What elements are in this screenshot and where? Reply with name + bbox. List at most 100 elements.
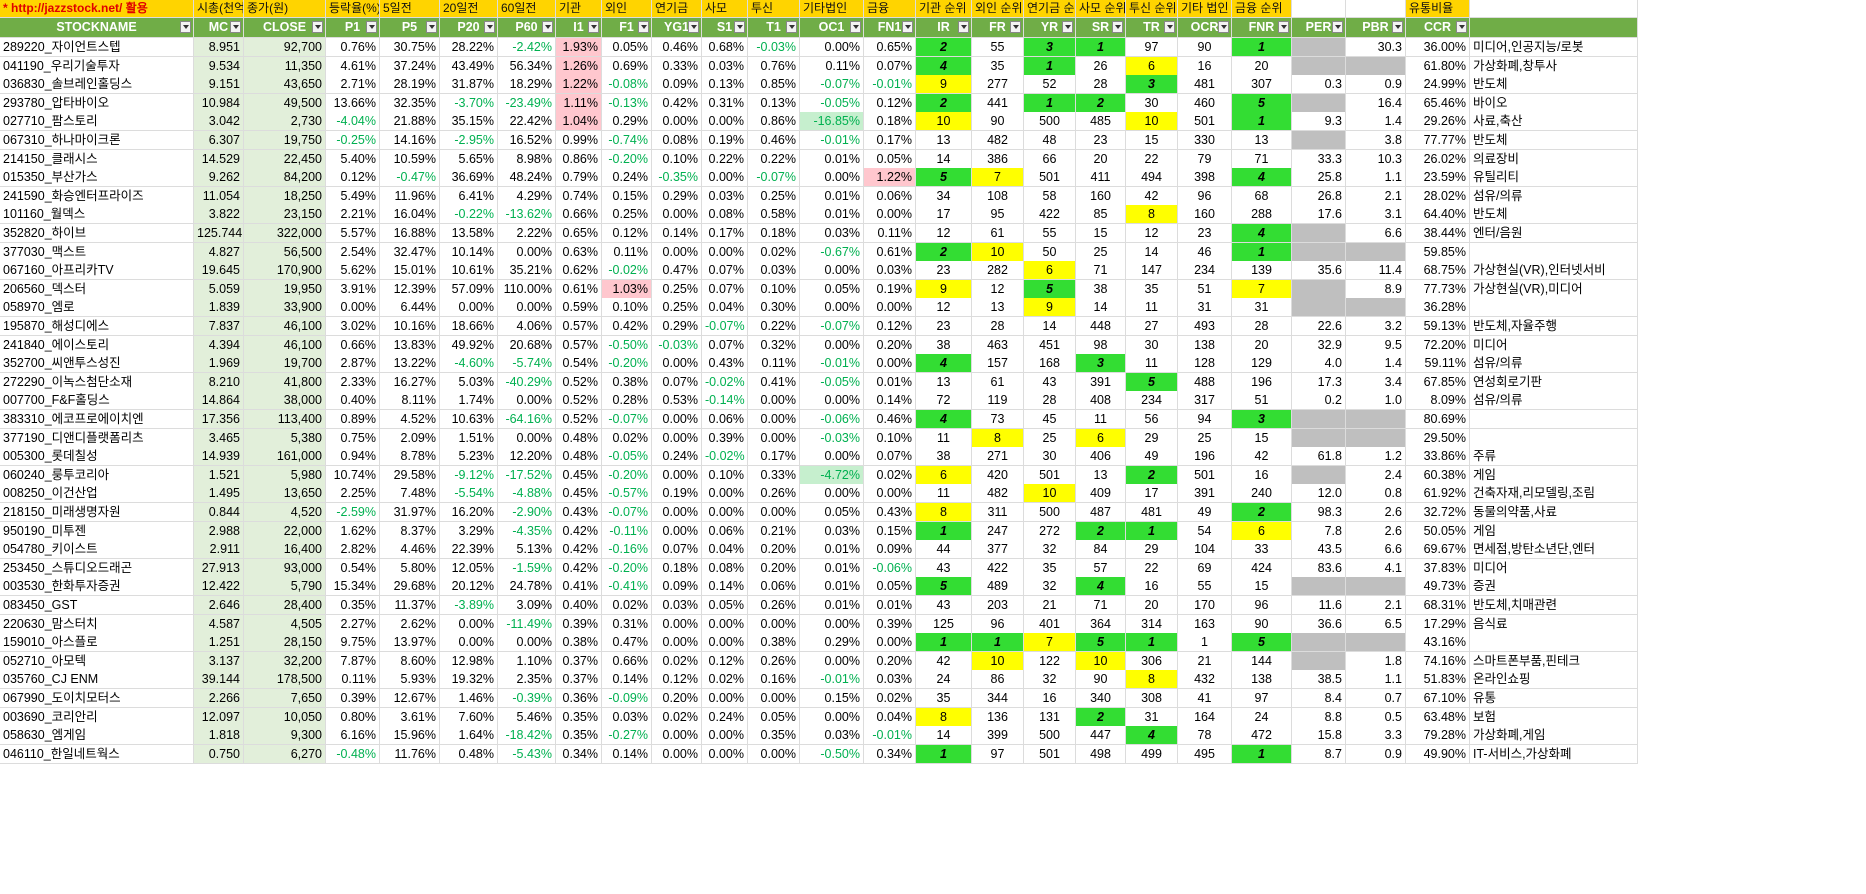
table-row[interactable]: 003690_코리안리 12.097 10,050 0.80% 3.61% 7.60% 5.… <box>0 707 1638 727</box>
cell-ir[interactable]: 1 <box>916 744 972 764</box>
cell-ir[interactable]: 4 <box>916 56 972 76</box>
table-row[interactable]: 054780_키이스트 2.911 16,400 2.82% 4.46% 22.39% 5.… <box>0 540 1638 560</box>
cell-ccr[interactable]: 49.73% <box>1406 577 1470 597</box>
cell-fr[interactable]: 7 <box>972 168 1024 188</box>
cell-sr[interactable]: 409 <box>1076 484 1126 504</box>
cell-tr[interactable]: 4 <box>1126 726 1178 746</box>
cell-ocr[interactable]: 51 <box>1178 279 1232 299</box>
cell-sr[interactable]: 38 <box>1076 279 1126 299</box>
cell-i1[interactable]: 0.38% <box>556 633 602 653</box>
cell-p5[interactable]: 16.04% <box>380 205 440 225</box>
cell-ir[interactable]: 35 <box>916 689 972 708</box>
cell-f1[interactable]: 0.11% <box>602 242 652 262</box>
cell-per[interactable]: 32.9 <box>1292 335 1346 355</box>
cell-oc1[interactable]: -0.06% <box>800 410 864 429</box>
cell-yr[interactable]: 35 <box>1024 558 1076 578</box>
cell-ocr[interactable]: 31 <box>1178 298 1232 318</box>
cell-sr[interactable]: 408 <box>1076 391 1126 411</box>
stock-name-cell[interactable]: 377190_디앤디플랫폼리츠 <box>0 428 194 448</box>
cell-mc[interactable]: 7.837 <box>194 317 244 336</box>
cell-pbr[interactable]: 1.0 <box>1346 391 1406 411</box>
cell-i1[interactable]: 0.45% <box>556 484 602 504</box>
cell-ir[interactable]: 13 <box>916 372 972 392</box>
cell-yg1[interactable]: 0.46% <box>652 38 702 57</box>
cell-fnr[interactable]: 71 <box>1232 149 1292 169</box>
table-row[interactable]: 101160_월덱스 3.822 23,150 2.21% 16.04% -0.22% -1… <box>0 205 1638 225</box>
cell-fr[interactable]: 10 <box>972 651 1024 671</box>
cell-yr[interactable]: 16 <box>1024 689 1076 708</box>
cell-oc1[interactable]: -0.03% <box>800 428 864 448</box>
cell-p60[interactable]: -4.88% <box>498 484 556 504</box>
table-row[interactable]: 352820_하이브 125.744 322,000 5.57% 16.88% 13.58… <box>0 224 1638 243</box>
cell-sector[interactable]: 반도체,자율주행 <box>1470 317 1638 336</box>
cell-f1[interactable]: -0.13% <box>602 93 652 113</box>
cell-yr[interactable]: 14 <box>1024 317 1076 336</box>
cell-fr[interactable]: 157 <box>972 354 1024 374</box>
cell-p60[interactable]: -5.74% <box>498 354 556 374</box>
cell-close[interactable]: 18,250 <box>244 186 326 206</box>
stock-name-cell[interactable]: 352700_씨앤투스성진 <box>0 354 194 374</box>
cell-yg1[interactable]: 0.00% <box>652 242 702 262</box>
cell-pbr[interactable] <box>1346 410 1406 429</box>
cell-close[interactable]: 49,500 <box>244 93 326 113</box>
filter-dropdown-icon[interactable] <box>850 21 861 33</box>
cell-s1[interactable]: -0.07% <box>702 317 748 336</box>
cell-sector[interactable]: 유틸리티 <box>1470 168 1638 188</box>
cell-fnr[interactable]: 240 <box>1232 484 1292 504</box>
cell-pbr[interactable]: 11.4 <box>1346 261 1406 281</box>
cell-t1[interactable]: 0.05% <box>748 707 800 727</box>
cell-yr[interactable]: 28 <box>1024 391 1076 411</box>
cell-pbr[interactable]: 0.9 <box>1346 75 1406 95</box>
cell-pbr[interactable]: 6.5 <box>1346 614 1406 634</box>
cell-oc1[interactable]: 0.00% <box>800 168 864 188</box>
cell-yg1[interactable]: 0.00% <box>652 354 702 374</box>
cell-s1[interactable]: 0.43% <box>702 354 748 374</box>
cell-fn1[interactable]: 0.04% <box>864 707 916 727</box>
cell-mc[interactable]: 1.969 <box>194 354 244 374</box>
cell-p20[interactable]: 1.64% <box>440 726 498 746</box>
cell-yr[interactable]: 5 <box>1024 279 1076 299</box>
cell-fr[interactable]: 90 <box>972 112 1024 132</box>
cell-tr[interactable]: 22 <box>1126 558 1178 578</box>
cell-sector[interactable]: 섬유/의류 <box>1470 186 1638 206</box>
cell-yr[interactable]: 272 <box>1024 521 1076 541</box>
cell-p1[interactable]: 5.57% <box>326 224 380 243</box>
cell-t1[interactable]: 0.32% <box>748 335 800 355</box>
cell-per[interactable]: 0.3 <box>1292 75 1346 95</box>
cell-mc[interactable]: 9.151 <box>194 75 244 95</box>
cell-s1[interactable]: 0.08% <box>702 205 748 225</box>
cell-sr[interactable]: 2 <box>1076 521 1126 541</box>
cell-oc1[interactable]: 0.03% <box>800 521 864 541</box>
cell-fnr[interactable]: 7 <box>1232 279 1292 299</box>
table-row[interactable]: 067160_아프리카TV 19.645 170,900 5.62% 15.01% 10.… <box>0 261 1638 281</box>
cell-mc[interactable]: 9.262 <box>194 168 244 188</box>
cell-ccr[interactable]: 65.46% <box>1406 93 1470 113</box>
cell-p1[interactable]: 2.25% <box>326 484 380 504</box>
cell-mc[interactable]: 9.534 <box>194 56 244 76</box>
cell-s1[interactable]: 0.00% <box>702 242 748 262</box>
cell-yr[interactable]: 52 <box>1024 75 1076 95</box>
cell-ocr[interactable]: 49 <box>1178 503 1232 522</box>
cell-per[interactable]: 12.0 <box>1292 484 1346 504</box>
cell-s1[interactable]: 0.04% <box>702 540 748 560</box>
cell-oc1[interactable]: -0.07% <box>800 75 864 95</box>
cell-tr[interactable]: 499 <box>1126 744 1178 764</box>
cell-i1[interactable]: 0.42% <box>556 521 602 541</box>
cell-fn1[interactable]: -0.06% <box>864 558 916 578</box>
cell-ccr[interactable]: 36.28% <box>1406 298 1470 318</box>
cell-yg1[interactable]: 0.33% <box>652 56 702 76</box>
cell-s1[interactable]: 0.03% <box>702 56 748 76</box>
cell-sector[interactable]: 온라인쇼핑 <box>1470 670 1638 690</box>
cell-ocr[interactable]: 46 <box>1178 242 1232 262</box>
stock-name-cell[interactable]: 036830_솔브레인홀딩스 <box>0 75 194 95</box>
cell-tr[interactable]: 308 <box>1126 689 1178 708</box>
cell-ccr[interactable]: 61.92% <box>1406 484 1470 504</box>
cell-fr[interactable]: 96 <box>972 614 1024 634</box>
cell-ir[interactable]: 72 <box>916 391 972 411</box>
cell-i1[interactable]: 0.35% <box>556 726 602 746</box>
cell-t1[interactable]: 0.11% <box>748 354 800 374</box>
table-row[interactable]: 036830_솔브레인홀딩스 9.151 43,650 2.71% 28.19% 31.8… <box>0 75 1638 95</box>
cell-fr[interactable]: 61 <box>972 224 1024 243</box>
cell-f1[interactable]: 0.29% <box>602 112 652 132</box>
cell-yr[interactable]: 168 <box>1024 354 1076 374</box>
